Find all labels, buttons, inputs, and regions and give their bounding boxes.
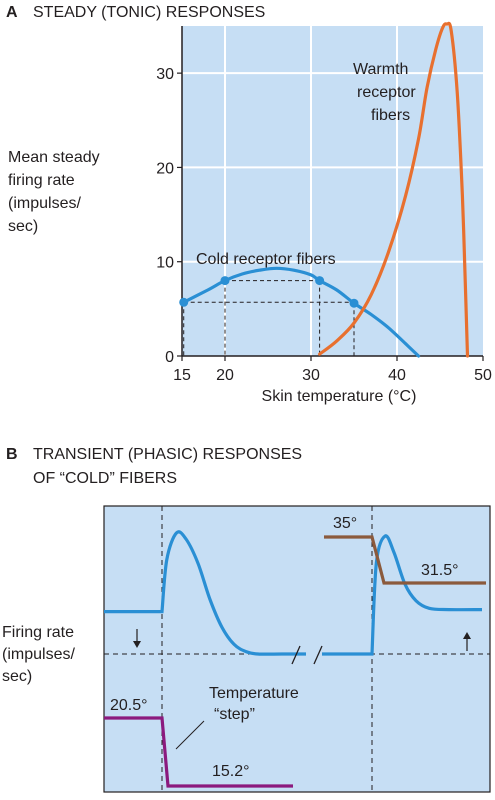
y-axis-title: Mean steady firing rate (impulses/ sec) bbox=[8, 149, 104, 235]
cold-curve-marker bbox=[179, 297, 189, 307]
step-label-line: “step” bbox=[214, 706, 255, 723]
panel-b-title: TRANSIENT (PHASIC) RESPONSES OF “COLD” F… bbox=[33, 446, 307, 487]
warmth-label-line: receptor bbox=[357, 84, 416, 101]
panel-b-letter: B bbox=[6, 446, 18, 463]
y-tick-label: 10 bbox=[156, 255, 174, 272]
warmth-receptor-curve bbox=[318, 21, 470, 358]
x-tick-label: 50 bbox=[474, 367, 492, 384]
y-tick-label: 20 bbox=[156, 160, 174, 177]
y-axis-title-line: Mean steady bbox=[8, 149, 100, 166]
cold-curve-marker bbox=[315, 276, 325, 286]
x-tick-label: 20 bbox=[216, 367, 234, 384]
panel-b: B TRANSIENT (PHASIC) RESPONSES OF “COLD”… bbox=[2, 446, 491, 793]
x-tick-label: 30 bbox=[302, 367, 320, 384]
x-axis-title: Skin temperature (°C) bbox=[262, 388, 417, 405]
panel-a-title: STEADY (TONIC) RESPONSES bbox=[33, 4, 265, 21]
panel-b-series bbox=[104, 530, 486, 788]
temp-end-left-label: 15.2° bbox=[212, 763, 250, 780]
decrease-arrow bbox=[133, 629, 141, 648]
panel-a-letter: A bbox=[6, 4, 18, 21]
panel-a-marker-guides bbox=[183, 280, 355, 356]
y-axis-title-line: sec) bbox=[2, 668, 32, 685]
cold-curve-marker bbox=[349, 298, 359, 308]
y-axis-title-line: Firing rate bbox=[2, 624, 74, 641]
y-tick-label: 30 bbox=[156, 66, 174, 83]
temperature-step-right bbox=[324, 535, 486, 585]
panel-a-grid bbox=[182, 26, 483, 356]
temperature-step-left bbox=[104, 716, 293, 788]
step-label: Temperature “step” bbox=[209, 685, 303, 723]
temp-end-right-label: 31.5° bbox=[421, 562, 459, 579]
step-label-line: Temperature bbox=[209, 685, 299, 702]
panel-a-plot-area bbox=[182, 26, 483, 356]
cold-firing-trace-left bbox=[104, 530, 306, 656]
panel-a-x-ticks: 15 20 30 40 50 bbox=[173, 356, 492, 384]
panel-a-y-ticks: 0 10 20 30 bbox=[156, 66, 182, 366]
cold-series-label: Cold receptor fibers bbox=[196, 251, 336, 268]
cold-receptor-curve bbox=[182, 266, 421, 358]
temp-start-left-label: 20.5° bbox=[110, 697, 148, 714]
x-tick-label: 40 bbox=[388, 367, 406, 384]
y-axis-title-line: firing rate bbox=[8, 172, 75, 189]
y-axis-title-line: (impulses/ bbox=[8, 195, 81, 212]
y-axis-title-line: (impulses/ bbox=[2, 646, 75, 663]
increase-arrow bbox=[463, 632, 471, 651]
x-tick-label: 15 bbox=[173, 367, 191, 384]
temp-start-right-label: 35° bbox=[333, 515, 357, 532]
panel-b-title-line: TRANSIENT (PHASIC) RESPONSES bbox=[33, 446, 302, 463]
warmth-label-line: fibers bbox=[371, 107, 410, 124]
cold-curve-marker bbox=[220, 276, 230, 286]
panel-b-title-line: OF “COLD” FIBERS bbox=[33, 470, 177, 487]
axis-break-mark bbox=[313, 645, 323, 665]
step-callout-line bbox=[175, 720, 205, 750]
y-tick-label: 0 bbox=[165, 349, 174, 366]
panel-a-series bbox=[179, 21, 470, 358]
y-axis-title: Firing rate (impulses/ sec) bbox=[2, 624, 79, 685]
warmth-series-label: Warmth receptor fibers bbox=[353, 61, 420, 124]
axis-break-mark bbox=[291, 645, 301, 665]
y-axis-title-line: sec) bbox=[8, 218, 38, 235]
panel-a: A STEADY (TONIC) RESPONSES 0 10 20 30 15 20 3… bbox=[6, 4, 492, 405]
warmth-label-line: Warmth bbox=[353, 61, 408, 78]
